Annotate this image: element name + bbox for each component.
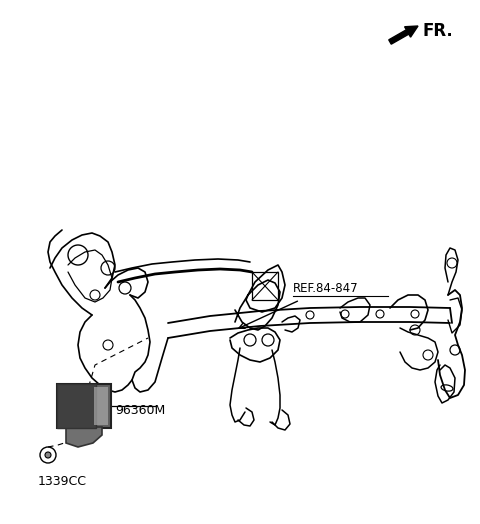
Circle shape: [447, 258, 457, 268]
Circle shape: [71, 401, 81, 411]
FancyBboxPatch shape: [57, 384, 96, 428]
Circle shape: [244, 334, 256, 346]
Polygon shape: [66, 427, 102, 447]
Circle shape: [68, 245, 88, 265]
Circle shape: [101, 261, 115, 275]
Ellipse shape: [441, 385, 453, 391]
FancyArrow shape: [389, 26, 418, 44]
Circle shape: [67, 397, 85, 415]
Text: 1339CC: 1339CC: [38, 475, 87, 488]
Circle shape: [306, 311, 314, 319]
Text: 96360M: 96360M: [115, 403, 165, 417]
Circle shape: [341, 310, 349, 318]
Circle shape: [262, 334, 274, 346]
Circle shape: [45, 452, 51, 458]
FancyBboxPatch shape: [57, 384, 111, 428]
Circle shape: [410, 325, 420, 335]
Circle shape: [423, 350, 433, 360]
Text: REF.84-847: REF.84-847: [293, 282, 359, 295]
Circle shape: [103, 340, 113, 350]
Circle shape: [119, 282, 131, 294]
Text: FR.: FR.: [422, 22, 453, 40]
Circle shape: [411, 310, 419, 318]
Circle shape: [450, 345, 460, 355]
Circle shape: [40, 447, 56, 463]
FancyBboxPatch shape: [94, 387, 108, 425]
FancyBboxPatch shape: [252, 272, 278, 300]
Circle shape: [90, 290, 100, 300]
Circle shape: [376, 310, 384, 318]
